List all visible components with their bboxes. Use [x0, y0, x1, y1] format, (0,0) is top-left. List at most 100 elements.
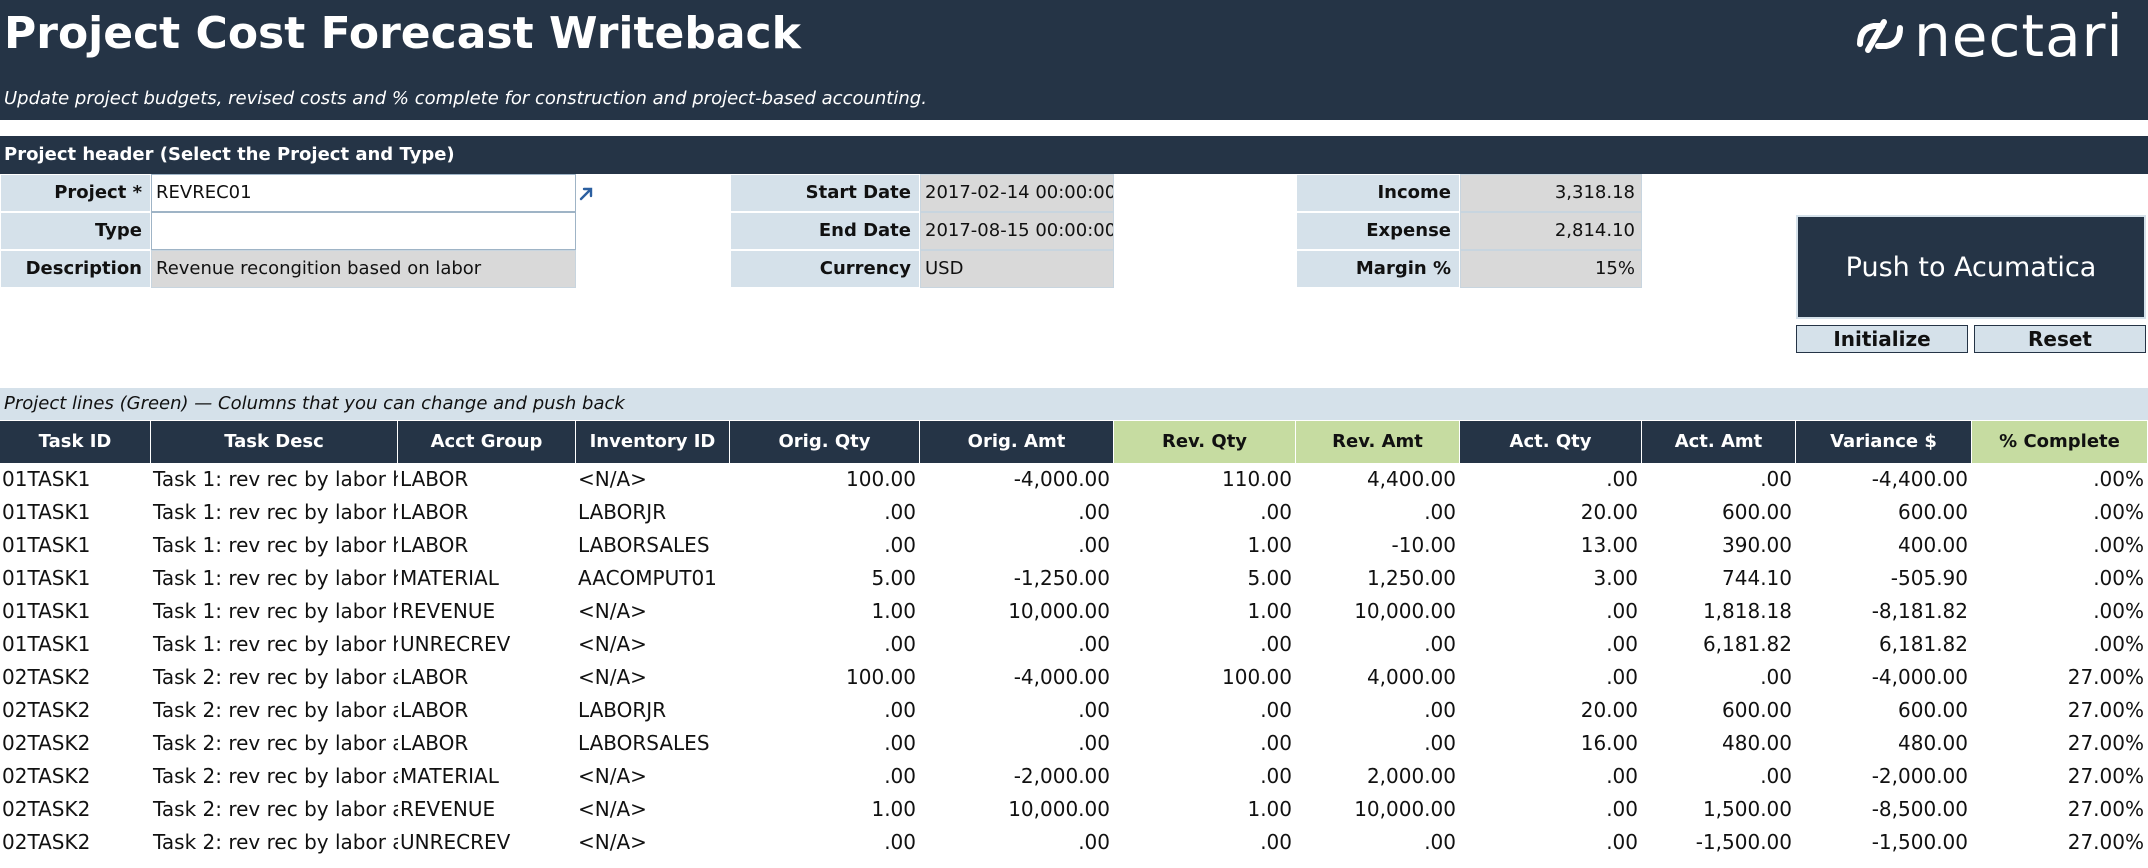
column-header-act-amt[interactable]: Act. Amt — [1642, 421, 1796, 463]
column-header-rev-amt[interactable]: Rev. Amt — [1296, 421, 1460, 463]
cell-rev-qty[interactable]: .00 — [1260, 500, 1292, 524]
column-header-acct-group[interactable]: Acct Group — [398, 421, 576, 463]
cell-acct-group: UNRECREV — [400, 830, 511, 854]
cell-task-id: 02TASK2 — [2, 665, 91, 689]
table-row: 01TASK1 Task 1: rev rec by labor ho MATERI… — [0, 562, 2148, 595]
cell-acct-group: REVENUE — [400, 599, 496, 623]
cell-act-amt: 744.10 — [1722, 566, 1792, 590]
cell-rev-qty[interactable]: .00 — [1260, 731, 1292, 755]
cell-pct-complete[interactable]: .00% — [2093, 632, 2144, 656]
project-label: Project * — [0, 174, 151, 212]
cell-orig-amt: .00 — [1078, 500, 1110, 524]
expense-value: 2,814.10 — [1460, 212, 1642, 250]
cell-act-amt: 600.00 — [1722, 698, 1792, 722]
cell-task-id: 01TASK1 — [2, 467, 91, 491]
push-to-acumatica-button[interactable]: Push to Acumatica — [1796, 215, 2146, 319]
cell-orig-qty: 1.00 — [871, 797, 916, 821]
cell-rev-amt[interactable]: 10,000.00 — [1354, 599, 1456, 623]
table-row: 02TASK2 Task 2: rev rec by labor am LABOR <… — [0, 661, 2148, 694]
cell-variance: -2,000.00 — [1871, 764, 1968, 788]
cell-orig-amt: .00 — [1078, 533, 1110, 557]
cell-inventory-id: LABORJR — [578, 698, 667, 722]
cell-act-amt: -1,500.00 — [1695, 830, 1792, 854]
cell-rev-qty[interactable]: .00 — [1260, 698, 1292, 722]
cell-inventory-id: LABORSALES — [578, 533, 710, 557]
reset-button[interactable]: Reset — [1974, 325, 2146, 353]
cell-act-amt: .00 — [1760, 665, 1792, 689]
cell-act-qty: 16.00 — [1580, 731, 1638, 755]
column-header-act-qty[interactable]: Act. Qty — [1460, 421, 1642, 463]
cell-orig-qty: .00 — [884, 731, 916, 755]
column-header-rev-qty[interactable]: Rev. Qty — [1114, 421, 1296, 463]
cell-pct-complete[interactable]: .00% — [2093, 500, 2144, 524]
cell-rev-amt[interactable]: -10.00 — [1391, 533, 1456, 557]
cell-pct-complete[interactable]: .00% — [2093, 533, 2144, 557]
cell-act-qty: .00 — [1606, 830, 1638, 854]
title-banner — [0, 0, 2148, 120]
cell-task-desc: Task 1: rev rec by labor ho — [153, 533, 398, 557]
cell-rev-qty[interactable]: .00 — [1260, 764, 1292, 788]
cell-rev-qty[interactable]: .00 — [1260, 632, 1292, 656]
cell-rev-qty[interactable]: 100.00 — [1222, 665, 1292, 689]
description-value: Revenue recongition based on labor — [151, 250, 576, 288]
column-header-orig-qty[interactable]: Orig. Qty — [730, 421, 920, 463]
cell-rev-amt[interactable]: .00 — [1424, 632, 1456, 656]
income-label: Income — [1296, 174, 1460, 212]
cell-rev-amt[interactable]: 10,000.00 — [1354, 797, 1456, 821]
cell-act-qty: 3.00 — [1593, 566, 1638, 590]
cell-act-amt: 600.00 — [1722, 500, 1792, 524]
cell-act-qty: .00 — [1606, 599, 1638, 623]
cell-pct-complete[interactable]: 27.00% — [2067, 830, 2144, 854]
column-header-variance[interactable]: Variance $ — [1796, 421, 1972, 463]
cell-act-qty: .00 — [1606, 764, 1638, 788]
cell-pct-complete[interactable]: 27.00% — [2067, 731, 2144, 755]
column-header-orig-amt[interactable]: Orig. Amt — [920, 421, 1114, 463]
cell-rev-amt[interactable]: .00 — [1424, 731, 1456, 755]
cell-rev-amt[interactable]: 2,000.00 — [1366, 764, 1456, 788]
cell-act-qty: .00 — [1606, 665, 1638, 689]
column-header-task-desc[interactable]: Task Desc — [151, 421, 398, 463]
cell-rev-amt[interactable]: .00 — [1424, 500, 1456, 524]
project-input[interactable]: REVREC01 — [151, 174, 576, 212]
cell-task-id: 01TASK1 — [2, 533, 91, 557]
start-date-value: 2017-02-14 00:00:00.000 — [920, 174, 1114, 212]
initialize-button[interactable]: Initialize — [1796, 325, 1968, 353]
cell-task-desc: Task 1: rev rec by labor ho — [153, 632, 398, 656]
logo-text: nectari — [1914, 2, 2124, 70]
cell-rev-amt[interactable]: 1,250.00 — [1366, 566, 1456, 590]
cell-variance: 6,181.82 — [1878, 632, 1968, 656]
cell-inventory-id: AACOMPUT01 — [578, 566, 717, 590]
cell-pct-complete[interactable]: 27.00% — [2067, 797, 2144, 821]
column-header-inventory-id[interactable]: Inventory ID — [576, 421, 730, 463]
cell-variance: -505.90 — [1890, 566, 1968, 590]
cell-orig-qty: 100.00 — [846, 665, 916, 689]
cell-rev-qty[interactable]: 1.00 — [1247, 599, 1292, 623]
cell-rev-qty[interactable]: .00 — [1260, 830, 1292, 854]
cell-pct-complete[interactable]: 27.00% — [2067, 698, 2144, 722]
cell-inventory-id: <N/A> — [578, 599, 647, 623]
cell-rev-qty[interactable]: 1.00 — [1247, 797, 1292, 821]
column-header-task-id[interactable]: Task ID — [0, 421, 151, 463]
cell-orig-amt: -4,000.00 — [1013, 665, 1110, 689]
type-input[interactable] — [151, 212, 576, 250]
cell-rev-amt[interactable]: .00 — [1424, 698, 1456, 722]
cell-pct-complete[interactable]: .00% — [2093, 599, 2144, 623]
cell-variance: 400.00 — [1898, 533, 1968, 557]
arrow-link-icon[interactable] — [578, 186, 594, 202]
cell-orig-qty: .00 — [884, 533, 916, 557]
start-date-label: Start Date — [730, 174, 920, 212]
cell-pct-complete[interactable]: 27.00% — [2067, 764, 2144, 788]
cell-act-amt: 390.00 — [1722, 533, 1792, 557]
cell-rev-amt[interactable]: 4,000.00 — [1366, 665, 1456, 689]
cell-pct-complete[interactable]: 27.00% — [2067, 665, 2144, 689]
cell-orig-qty: .00 — [884, 632, 916, 656]
cell-pct-complete[interactable]: .00% — [2093, 566, 2144, 590]
cell-pct-complete[interactable]: .00% — [2093, 467, 2144, 491]
cell-acct-group: UNRECREV — [400, 632, 511, 656]
cell-rev-amt[interactable]: .00 — [1424, 830, 1456, 854]
cell-rev-qty[interactable]: 110.00 — [1222, 467, 1292, 491]
column-header-pct-complete[interactable]: % Complete — [1972, 421, 2148, 463]
cell-rev-amt[interactable]: 4,400.00 — [1366, 467, 1456, 491]
cell-rev-qty[interactable]: 1.00 — [1247, 533, 1292, 557]
cell-rev-qty[interactable]: 5.00 — [1247, 566, 1292, 590]
